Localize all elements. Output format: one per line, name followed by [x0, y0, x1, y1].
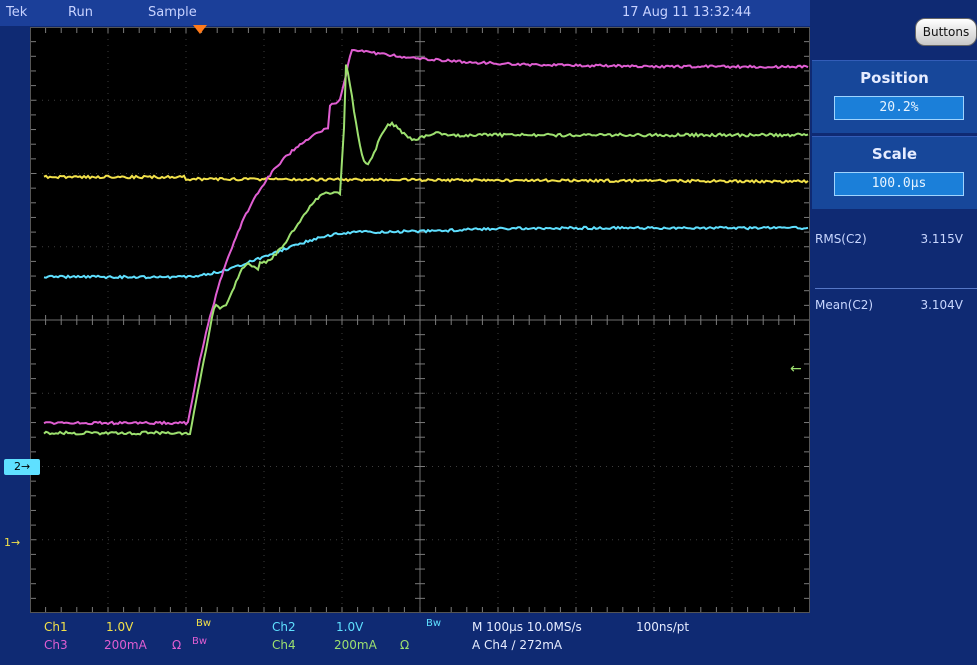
ch2-trace — [44, 227, 808, 278]
ch1-bw: Bw — [196, 618, 211, 629]
scale-title: Scale — [812, 145, 977, 163]
menu-bar[interactable]: Tek Run Sample 17 Aug 11 13:32:44 — [0, 0, 810, 26]
ch1-scale[interactable]: 1.0V — [106, 620, 133, 634]
ch3-scale[interactable]: 200mA — [104, 638, 147, 652]
ch2-ground-marker[interactable]: 2→ — [4, 459, 40, 475]
position-title: Position — [812, 69, 977, 87]
brand-label: Tek — [6, 5, 27, 20]
ch1-trace — [44, 176, 808, 183]
measurement-mean[interactable]: Mean(C2) 3.104V — [815, 298, 975, 318]
side-panel: Position 20.2% Scale 100.0µs — [812, 26, 977, 665]
ch4-scale[interactable]: 200mA — [334, 638, 377, 652]
ch3-ohm: Ω — [172, 638, 181, 652]
ch2-scale[interactable]: 1.0V — [336, 620, 363, 634]
measurement-label: RMS(C2) — [815, 232, 867, 246]
trigger-position-icon[interactable] — [193, 25, 207, 34]
scale-value[interactable]: 100.0µs — [834, 172, 964, 196]
ch3-trace — [44, 50, 808, 424]
acq-mode-label[interactable]: Sample — [148, 5, 197, 20]
timebase-readout[interactable]: M 100µs 10.0MS/s — [472, 620, 582, 634]
ch1-marker-label: 1 — [4, 536, 11, 549]
ch1-marker-arrow: → — [11, 536, 20, 549]
trigger-level-icon[interactable]: ← — [790, 361, 802, 377]
ch1-name[interactable]: Ch1 — [44, 620, 68, 634]
ch4-name[interactable]: Ch4 — [272, 638, 296, 652]
ch1-ground-marker[interactable]: 1→ — [4, 535, 20, 551]
trigger-readout[interactable]: A Ch4 ∕ 272mA — [472, 638, 562, 652]
measurement-divider — [815, 288, 977, 289]
scale-control[interactable]: Scale 100.0µs — [812, 136, 977, 209]
ch4-ohm: Ω — [400, 638, 409, 652]
ch2-marker-arrow: → — [21, 460, 30, 473]
status-bar: Ch1 1.0V Bw Ch2 1.0V Bw Ch3 200mA Ω Bw C… — [0, 614, 977, 665]
resolution-readout: 100ns/pt — [636, 620, 689, 634]
position-value[interactable]: 20.2% — [834, 96, 964, 120]
ch3-name[interactable]: Ch3 — [44, 638, 68, 652]
measurement-rms[interactable]: RMS(C2) 3.115V — [815, 232, 975, 252]
measurement-value: 3.115V — [920, 232, 963, 246]
measurement-label: Mean(C2) — [815, 298, 873, 312]
ch2-marker-label: 2 — [14, 460, 21, 473]
ch3-bw: Bw — [192, 636, 207, 647]
traces — [30, 27, 810, 613]
datetime-label: 17 Aug 11 13:32:44 — [622, 5, 751, 20]
run-state-label[interactable]: Run — [68, 5, 93, 20]
buttons-button[interactable]: Buttons — [915, 18, 977, 46]
waveform-graticule[interactable] — [30, 27, 810, 613]
ch2-name[interactable]: Ch2 — [272, 620, 296, 634]
position-control[interactable]: Position 20.2% — [812, 60, 977, 133]
measurement-value: 3.104V — [920, 298, 963, 312]
ch4-trace — [44, 65, 808, 435]
ch2-bw: Bw — [426, 618, 441, 629]
